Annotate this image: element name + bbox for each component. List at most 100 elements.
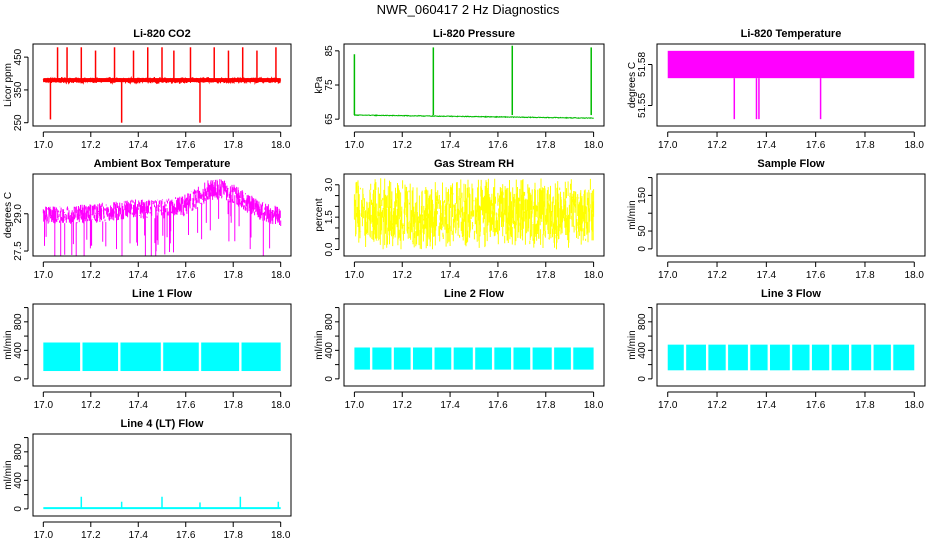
x-axis: 17.0 17.2 17.4 17.6 17.8 18.0 bbox=[345, 391, 604, 411]
plot-frame bbox=[343, 303, 605, 387]
x-tick-label: 17.4 bbox=[757, 400, 777, 411]
flow-block bbox=[873, 344, 891, 371]
x-tick-label: 17.0 bbox=[658, 400, 678, 411]
x-tick-label: 17.6 bbox=[176, 400, 196, 411]
series-band bbox=[667, 50, 915, 79]
chart-title: Line 4 (LT) Flow bbox=[121, 418, 204, 430]
x-tick-label: 18.0 bbox=[905, 270, 925, 281]
plot-frame bbox=[32, 173, 292, 257]
flow-block bbox=[686, 344, 706, 371]
x-tick-label: 17.2 bbox=[393, 270, 413, 281]
flow-block bbox=[792, 344, 810, 371]
data-series bbox=[353, 45, 594, 120]
y-axis-label: degrees C bbox=[627, 62, 638, 108]
flow-block bbox=[667, 344, 684, 371]
chart-panel-8: Line 2 Flow ml/min 17.0 17.2 17.4 17.6 17.8 18.… bbox=[314, 288, 605, 411]
flow-block bbox=[532, 347, 552, 370]
y-axis: 0 400 800 bbox=[13, 307, 29, 382]
y-axis-label: ml/min bbox=[627, 200, 638, 229]
x-tick-label: 17.0 bbox=[658, 140, 678, 151]
data-series bbox=[667, 50, 915, 120]
x-tick-label: 18.0 bbox=[271, 270, 291, 281]
x-tick-label: 17.6 bbox=[806, 400, 826, 411]
x-tick-label: 17.2 bbox=[81, 140, 101, 151]
chart-panel-2: Li-820 Pressure kPa 17.0 17.2 17.4 17.6 17.8 18… bbox=[314, 28, 605, 151]
x-tick-label: 17.6 bbox=[176, 530, 196, 540]
y-tick-label: 27.5 bbox=[13, 241, 24, 261]
x-tick-label: 18.0 bbox=[905, 140, 925, 151]
y-axis: 0 400 800 bbox=[324, 307, 340, 382]
x-tick-label: 17.8 bbox=[536, 270, 556, 281]
plot-frame bbox=[32, 43, 292, 127]
data-series bbox=[354, 347, 594, 370]
x-axis: 17.0 17.2 17.4 17.6 17.8 18.0 bbox=[658, 391, 925, 411]
y-tick-label: 51.55 bbox=[637, 93, 648, 118]
x-tick-label: 17.2 bbox=[81, 530, 101, 540]
x-tick-label: 17.8 bbox=[536, 400, 556, 411]
y-tick-label: 65 bbox=[324, 113, 335, 125]
flow-block bbox=[831, 344, 849, 371]
x-axis: 17.0 17.2 17.4 17.6 17.8 18.0 bbox=[34, 131, 291, 151]
y-axis-label: degrees C bbox=[3, 192, 14, 238]
x-tick-label: 17.4 bbox=[129, 270, 149, 281]
y-tick-label: 150 bbox=[637, 187, 648, 204]
flow-block bbox=[43, 342, 81, 372]
chart-panel-9: Line 3 Flow ml/min 17.0 17.2 17.4 17.6 17.8 18.… bbox=[627, 288, 926, 411]
y-tick-label: 1.5 bbox=[324, 210, 335, 224]
flow-block bbox=[728, 344, 748, 371]
x-axis: 17.0 17.2 17.4 17.6 17.8 18.0 bbox=[34, 521, 291, 540]
y-axis-label: kPa bbox=[314, 76, 325, 94]
x-tick-label: 18.0 bbox=[905, 400, 925, 411]
chart-panel-6: Sample Flow ml/min 17.0 17.2 17.4 17.6 17.8 18.… bbox=[627, 158, 926, 281]
y-tick-label: 400 bbox=[637, 342, 648, 359]
y-tick-label: 800 bbox=[324, 313, 335, 330]
x-tick-label: 17.0 bbox=[34, 140, 54, 151]
flow-block bbox=[513, 347, 531, 370]
y-tick-label: 250 bbox=[13, 114, 24, 131]
y-axis-label: ml/min bbox=[3, 330, 14, 359]
data-series bbox=[667, 344, 915, 371]
x-tick-label: 18.0 bbox=[271, 140, 291, 151]
plot-frame bbox=[656, 303, 926, 387]
plot-frame bbox=[343, 173, 605, 257]
x-tick-label: 17.8 bbox=[536, 140, 556, 151]
x-tick-label: 17.4 bbox=[440, 400, 460, 411]
x-axis: 17.0 17.2 17.4 17.6 17.8 18.0 bbox=[345, 261, 604, 281]
chart-title: Ambient Box Temperature bbox=[94, 158, 231, 170]
y-axis: 0.0 1.5 3.0 bbox=[324, 177, 340, 256]
flow-block bbox=[413, 347, 433, 370]
flow-block bbox=[475, 347, 492, 370]
x-tick-label: 17.0 bbox=[345, 270, 365, 281]
chart-panel-5: Gas Stream RH percent 17.0 17.2 17.4 17.6 17.8… bbox=[314, 158, 605, 281]
x-tick-label: 17.8 bbox=[855, 270, 875, 281]
x-tick-label: 17.4 bbox=[440, 140, 460, 151]
y-axis: 0 50 150 bbox=[637, 177, 653, 252]
series-noise bbox=[353, 178, 595, 250]
flow-block bbox=[434, 347, 452, 370]
x-tick-label: 17.0 bbox=[34, 270, 54, 281]
y-tick-label: 51.58 bbox=[637, 52, 648, 77]
x-tick-label: 18.0 bbox=[584, 400, 604, 411]
series-line bbox=[354, 114, 594, 120]
y-axis: 0 400 800 bbox=[637, 307, 653, 382]
flow-block bbox=[163, 342, 199, 372]
y-axis: 27.5 29.0 bbox=[13, 204, 29, 261]
x-tick-label: 17.6 bbox=[176, 270, 196, 281]
flow-block bbox=[241, 342, 281, 372]
y-tick-label: 400 bbox=[324, 342, 335, 359]
x-tick-label: 17.2 bbox=[393, 140, 413, 151]
y-tick-label: 3.0 bbox=[324, 177, 335, 191]
x-tick-label: 17.4 bbox=[757, 270, 777, 281]
y-axis-label: ml/min bbox=[3, 460, 14, 489]
chart-title: Li-820 CO2 bbox=[133, 28, 190, 40]
flow-block bbox=[393, 347, 411, 370]
flow-block bbox=[770, 344, 790, 371]
y-tick-label: 400 bbox=[13, 342, 24, 359]
plot-frame bbox=[656, 43, 926, 127]
y-tick-label: 0 bbox=[637, 376, 648, 382]
x-tick-label: 17.6 bbox=[488, 270, 508, 281]
plot-frame bbox=[32, 433, 292, 517]
x-tick-label: 17.8 bbox=[223, 400, 243, 411]
x-tick-label: 17.2 bbox=[707, 400, 727, 411]
